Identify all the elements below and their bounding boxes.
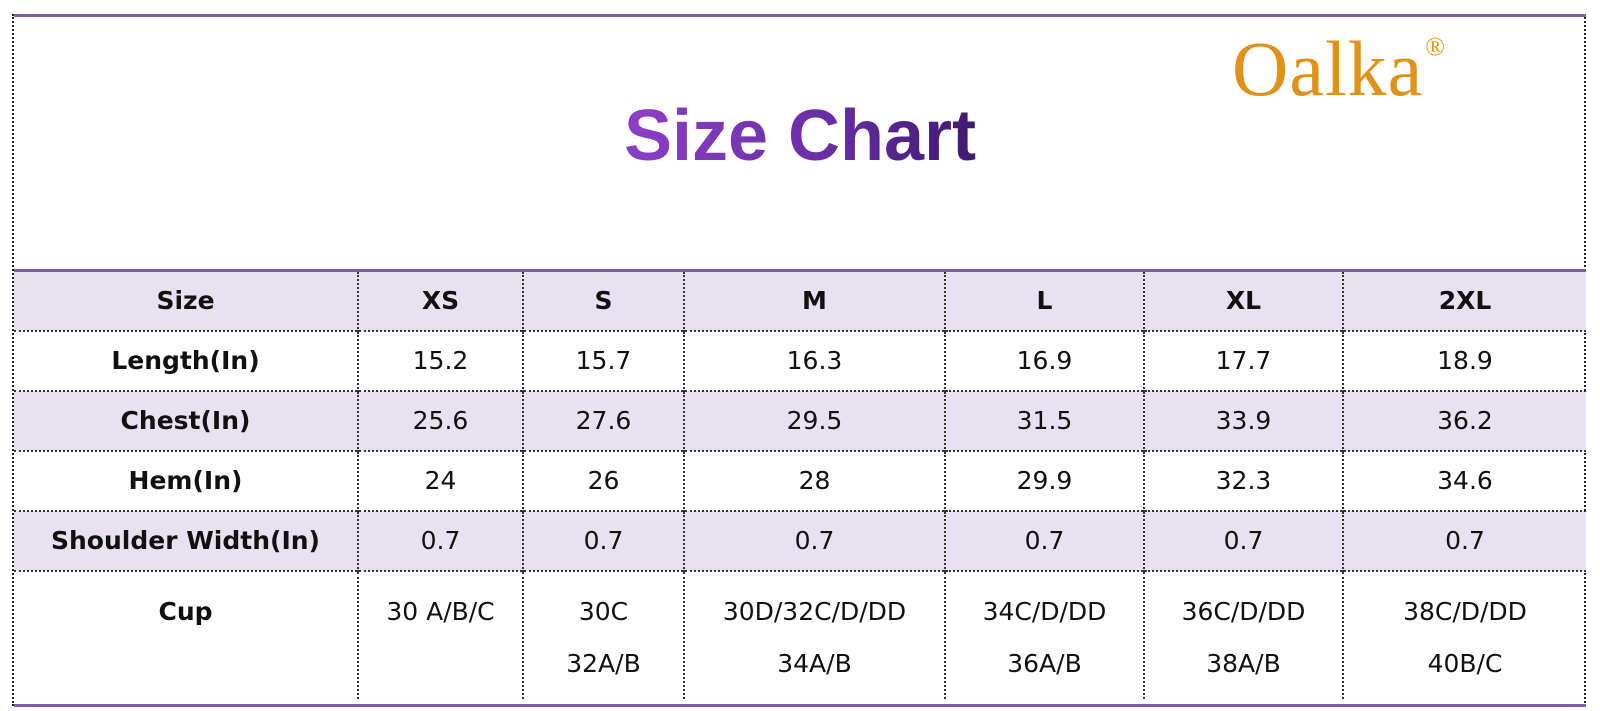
bottom-divider (14, 704, 1586, 707)
table-cell: 30D/32C/D/DD 34A/B (683, 569, 945, 699)
table-cell: 15.7 (522, 329, 684, 391)
table-cell: 0.7 (1342, 509, 1586, 571)
table-cell: 17.7 (1143, 329, 1343, 391)
table-row-chest: Chest(In) 25.6 27.6 29.5 31.5 33.9 36.2 (14, 389, 1586, 451)
header-cell: L (944, 270, 1144, 331)
registered-mark: ® (1425, 32, 1447, 61)
cup-line: 30C (578, 596, 629, 626)
table-cell: 24 (357, 449, 523, 511)
header-cell: M (683, 270, 945, 331)
table-cell: 36C/D/DD 38A/B (1143, 569, 1343, 699)
table-row-hem: Hem(In) 24 26 28 29.9 32.3 34.6 (14, 449, 1586, 511)
brand-logo: Oalka® (1232, 30, 1446, 108)
row-label: Cup (14, 569, 358, 699)
table-cell: 0.7 (1143, 509, 1343, 571)
table-cell: 29.9 (944, 449, 1144, 511)
row-label: Shoulder Width(In) (14, 509, 358, 571)
cup-line: 34C/D/DD (982, 596, 1107, 626)
cup-line: 38C/D/DD (1403, 596, 1527, 626)
cup-line: 36C/D/DD (1181, 596, 1306, 626)
table-cell: 28 (683, 449, 945, 511)
table-cell: 27.6 (522, 389, 684, 451)
table-cell: 16.9 (944, 329, 1144, 391)
cup-line: 30D/32C/D/DD (722, 596, 907, 626)
table-cell: 15.2 (357, 329, 523, 391)
table-cell: 0.7 (357, 509, 523, 571)
table-cell: 25.6 (357, 389, 523, 451)
row-label: Chest(In) (14, 389, 358, 451)
header-cell: Size (156, 286, 215, 316)
cup-line: 34A/B (777, 648, 852, 678)
size-table: Size XS S M L XL 2XL Length(In) 15.2 15.… (14, 269, 1586, 699)
table-cell: 0.7 (683, 509, 945, 571)
table-header-row: Size XS S M L XL 2XL (14, 270, 1586, 331)
table-cell: 30 A/B/C (357, 569, 523, 699)
page-title: Size Chart (0, 100, 1600, 172)
header-cell: XS (357, 270, 523, 331)
cup-line: 36A/B (1007, 648, 1082, 678)
header-cell: S (522, 270, 684, 331)
table-cell: 32.3 (1143, 449, 1343, 511)
table-row-cup: Cup 30 A/B/C 30C 32A/B 30D/32C/D/DD 34A/B … (14, 569, 1586, 699)
table-cell: 0.7 (522, 509, 684, 571)
table-cell: 33.9 (1143, 389, 1343, 451)
table-row-shoulder-width: Shoulder Width(In) 0.7 0.7 0.7 0.7 0.7 0… (14, 509, 1586, 571)
cup-line: 30 A/B/C (386, 596, 495, 626)
page-title-text: Size Chart (623, 96, 977, 176)
row-label: Hem(In) (14, 449, 358, 511)
table-cell: 34C/D/DD 36A/B (944, 569, 1144, 699)
header-cell: XL (1143, 270, 1343, 331)
top-divider (14, 14, 1586, 17)
table-cell: 31.5 (944, 389, 1144, 451)
table-cell: 29.5 (683, 389, 945, 451)
table-cell: 18.9 (1342, 329, 1586, 391)
cup-line: 38A/B (1206, 648, 1281, 678)
table-cell: 30C 32A/B (522, 569, 684, 699)
table-cell: 26 (522, 449, 684, 511)
table-cell: 36.2 (1342, 389, 1586, 451)
row-label: Length(In) (14, 329, 358, 391)
header-cell: 2XL (1342, 270, 1586, 331)
cup-line: 32A/B (566, 648, 641, 678)
table-row-length: Length(In) 15.2 15.7 16.3 16.9 17.7 18.9 (14, 329, 1586, 391)
table-cell: 38C/D/DD 40B/C (1342, 569, 1586, 699)
cup-line: 40B/C (1427, 648, 1503, 678)
table-cell: 0.7 (944, 509, 1144, 571)
table-cell: 16.3 (683, 329, 945, 391)
table-cell: 34.6 (1342, 449, 1586, 511)
brand-name: Oalka (1232, 25, 1424, 112)
